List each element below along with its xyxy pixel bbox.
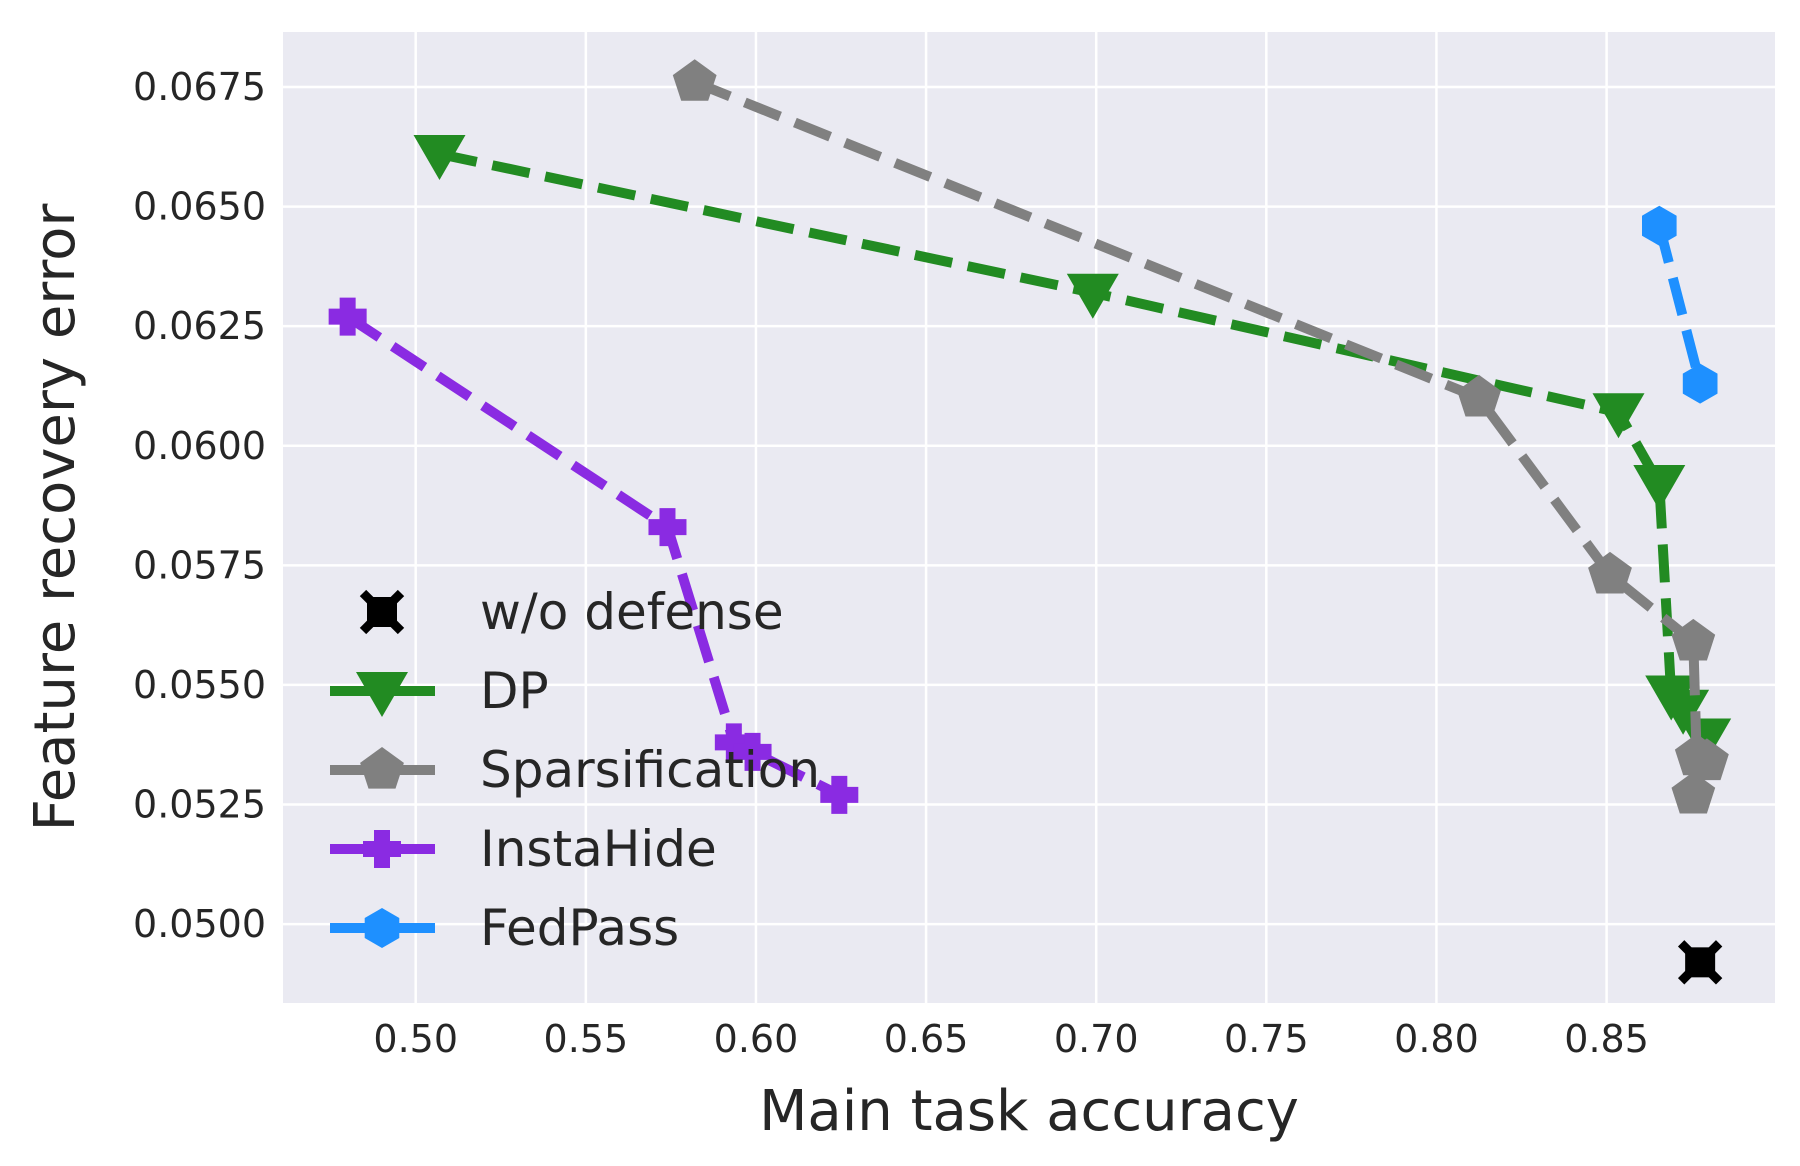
series-w-o-defense [1677, 940, 1723, 985]
series-fedpass [1642, 205, 1718, 404]
legend-item: Sparsification [330, 741, 820, 799]
legend-label: Sparsification [480, 741, 820, 799]
sparsification-point [1671, 618, 1716, 661]
legend-item: w/o defense [359, 583, 784, 641]
y-tick-label: 0.0575 [133, 543, 266, 587]
y-tick-label: 0.0600 [133, 424, 266, 468]
instahide-point [733, 732, 772, 771]
y-tick-label: 0.0525 [133, 782, 266, 826]
instahide-point [820, 775, 859, 814]
y-tick-label: 0.0500 [133, 902, 266, 946]
plot-area [283, 32, 1775, 1003]
legend-item: DP [330, 662, 549, 720]
x-tick-label: 0.70 [1054, 1017, 1139, 1061]
dp-point [356, 672, 408, 717]
x-tick-label: 0.55 [544, 1017, 629, 1061]
sparsification-point [360, 747, 404, 789]
y-tick-label: 0.0675 [133, 65, 266, 109]
no-defense-marker-stroke [359, 589, 405, 635]
legend-item: InstaHide [330, 820, 717, 878]
series [328, 59, 1732, 985]
series-sparsification [672, 59, 1729, 814]
instahide-point [648, 508, 687, 547]
fedpass-point [1682, 363, 1718, 404]
y-axis-title: Feature recovery error [23, 203, 88, 832]
series-instahide [328, 297, 859, 814]
legend-label: w/o defense [480, 583, 784, 641]
dp-point [1066, 273, 1119, 319]
sparsification-point [1588, 551, 1632, 594]
series-line [1654, 224, 1705, 385]
fedpass-point [1642, 205, 1677, 246]
series-dp [413, 135, 1732, 764]
sparsification-point [1685, 738, 1729, 781]
legend-label: DP [480, 662, 549, 720]
y-tick-label: 0.0650 [133, 185, 266, 229]
instahide-point [328, 297, 367, 336]
dp-point [1592, 393, 1645, 439]
legend: w/o defense DP Sparsification InstaHide FedP… [330, 583, 820, 957]
x-axis-title: Main task accuracy [759, 1079, 1299, 1144]
legend-label: InstaHide [480, 820, 717, 878]
dp-point [413, 135, 466, 180]
x-tick-labels: 0.50 0.55 0.60 0.65 0.70 0.75 0.80 0.85 [373, 1017, 1648, 1061]
dp-point [1657, 689, 1710, 735]
y-tick-label: 0.0625 [133, 304, 266, 348]
legend-item: FedPass [330, 899, 679, 957]
instahide-point [363, 830, 401, 868]
x-tick-label: 0.80 [1394, 1017, 1479, 1061]
x-tick-label: 0.60 [714, 1017, 799, 1061]
no-defense-point [1677, 940, 1723, 985]
sparsification-point [1457, 374, 1501, 417]
x-tick-label: 0.85 [1564, 1017, 1649, 1061]
no-defense-point [359, 589, 405, 635]
no-defense-marker-stroke [1677, 940, 1723, 985]
sparsification-point [672, 59, 717, 101]
sparsification-point [1671, 771, 1716, 814]
legend-label: FedPass [480, 899, 679, 957]
x-tick-label: 0.75 [1224, 1017, 1309, 1061]
x-tick-label: 0.50 [373, 1017, 458, 1061]
y-tick-labels: 0.0500 0.0525 0.0550 0.0575 0.0600 0.0625 0.06… [133, 65, 266, 946]
dp-point [1633, 465, 1686, 510]
x-tick-label: 0.65 [884, 1017, 969, 1061]
grid [283, 32, 1775, 1003]
fedpass-point [364, 908, 400, 948]
y-tick-label: 0.0550 [133, 663, 266, 707]
instahide-point [714, 723, 753, 762]
